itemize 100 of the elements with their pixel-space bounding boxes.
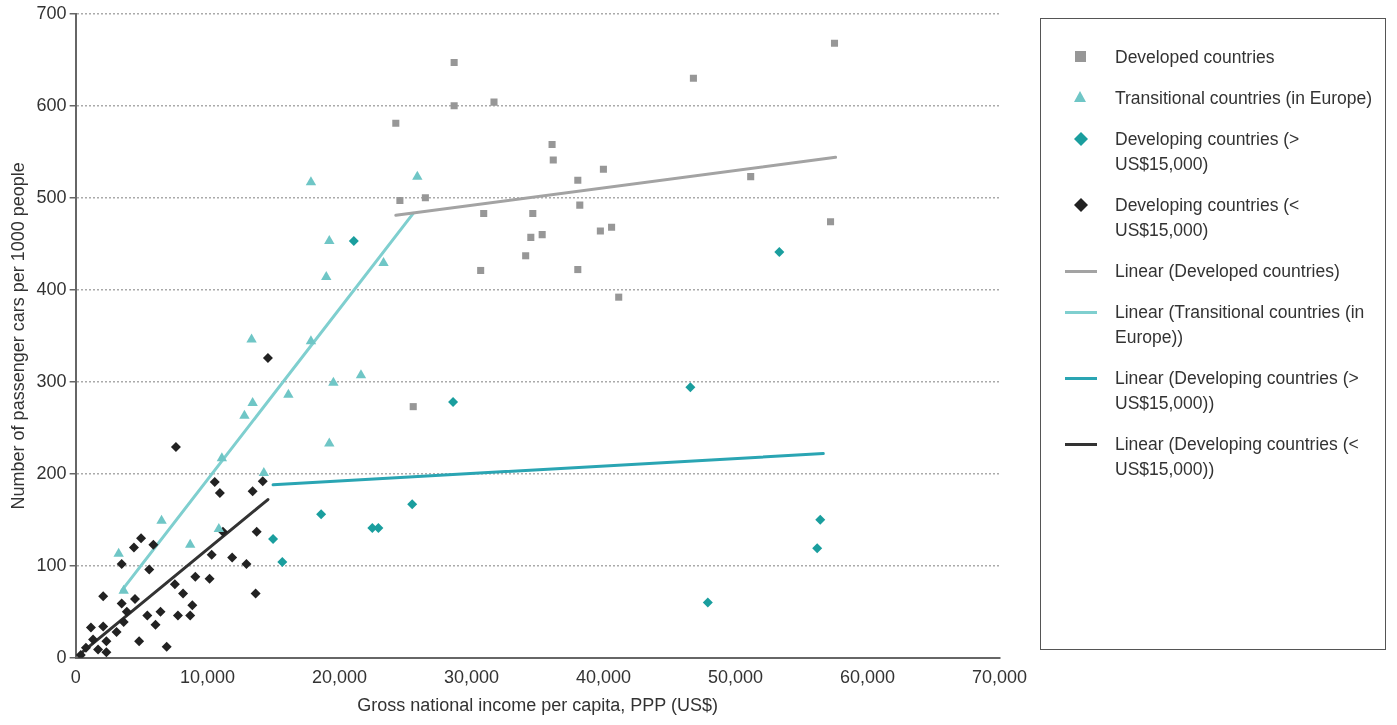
point: [148, 539, 159, 550]
point: [450, 59, 458, 67]
point: [355, 369, 367, 379]
point: [328, 376, 339, 386]
point: [250, 588, 261, 599]
x-axis-title: Gross national income per capita, PPP (US$): [357, 695, 718, 716]
point: [128, 542, 139, 553]
point: [80, 642, 91, 653]
point: [774, 247, 785, 258]
point: [747, 173, 755, 181]
point: [150, 619, 161, 630]
point: [101, 636, 112, 647]
y-tick-label: 500: [36, 186, 67, 207]
point: [98, 591, 109, 602]
y-tick-label: 600: [36, 94, 67, 115]
point: [190, 571, 201, 582]
point: [321, 270, 332, 280]
point: [812, 543, 823, 554]
point: [209, 477, 220, 488]
point: [187, 600, 198, 611]
point: [216, 452, 228, 462]
y-axis-title: Number of passenger cars per 1000 people: [7, 162, 28, 510]
point: [412, 170, 423, 180]
point: [827, 218, 835, 226]
x-tick-label: 30,000: [444, 666, 500, 687]
point: [227, 552, 238, 563]
point: [305, 176, 317, 186]
x-tick-label: 40,000: [576, 666, 632, 687]
point: [214, 488, 225, 499]
legend-label: Transitional countries (in Europe): [1115, 87, 1373, 110]
y-tick-label: 700: [36, 2, 67, 23]
point: [450, 102, 458, 110]
point: [538, 231, 546, 239]
point: [247, 486, 258, 497]
point: [118, 616, 129, 627]
y-tick-label: 200: [36, 462, 67, 483]
point: [101, 647, 112, 658]
point: [204, 573, 215, 584]
point: [156, 514, 167, 524]
point: [134, 636, 145, 647]
legend-label: Linear (Transitional countries (in Europe)): [1115, 301, 1366, 349]
x-tick-label: 20,000: [312, 666, 368, 687]
legend-label: Developing countries (> US$15,000): [1115, 128, 1301, 176]
point: [448, 397, 459, 408]
point: [88, 634, 99, 645]
point: [116, 598, 127, 609]
point: [75, 650, 86, 658]
point: [262, 352, 273, 363]
point: [407, 499, 418, 510]
point: [247, 396, 258, 406]
point: [98, 621, 109, 632]
y-tick-label: 300: [36, 370, 67, 391]
x-tick-label: 50,000: [707, 666, 764, 687]
point: [574, 176, 582, 184]
point: [169, 579, 180, 590]
point: [121, 606, 132, 617]
point: [257, 476, 268, 487]
point: [527, 233, 535, 241]
point: [155, 606, 166, 617]
x-tick-label: 10,000: [180, 666, 236, 687]
legend-label: Developed countries: [1115, 46, 1275, 69]
y-tick-label: 100: [36, 554, 67, 575]
point: [396, 197, 404, 205]
point: [576, 201, 584, 209]
point: [599, 165, 607, 173]
point: [251, 526, 262, 537]
point: [258, 466, 270, 476]
point: [689, 74, 697, 82]
point: [206, 549, 217, 560]
legend-label: Linear (Developing countries (> US$15,000)): [1115, 367, 1360, 415]
x-tick-label: 70,000: [971, 666, 1027, 687]
point: [702, 597, 713, 608]
point: [185, 610, 196, 621]
y-tick-label: 400: [36, 278, 67, 299]
point: [548, 140, 556, 148]
y-tick-label: 0: [56, 646, 67, 667]
point: [324, 235, 335, 245]
point: [378, 257, 389, 267]
point: [596, 227, 604, 235]
point: [184, 538, 196, 548]
point: [830, 39, 839, 47]
point: [144, 564, 155, 575]
point: [574, 266, 582, 274]
point: [136, 533, 147, 544]
point: [522, 252, 530, 260]
point: [529, 209, 537, 217]
point: [348, 236, 359, 247]
point: [815, 514, 826, 525]
point: [93, 644, 104, 655]
point: [477, 266, 485, 275]
point: [170, 442, 181, 453]
point: [305, 335, 317, 345]
point: [161, 641, 172, 652]
point: [239, 409, 250, 419]
point: [268, 534, 279, 545]
point: [116, 558, 127, 569]
point: [421, 194, 429, 202]
point: [118, 584, 129, 594]
point: [277, 557, 288, 568]
point: [608, 223, 616, 231]
